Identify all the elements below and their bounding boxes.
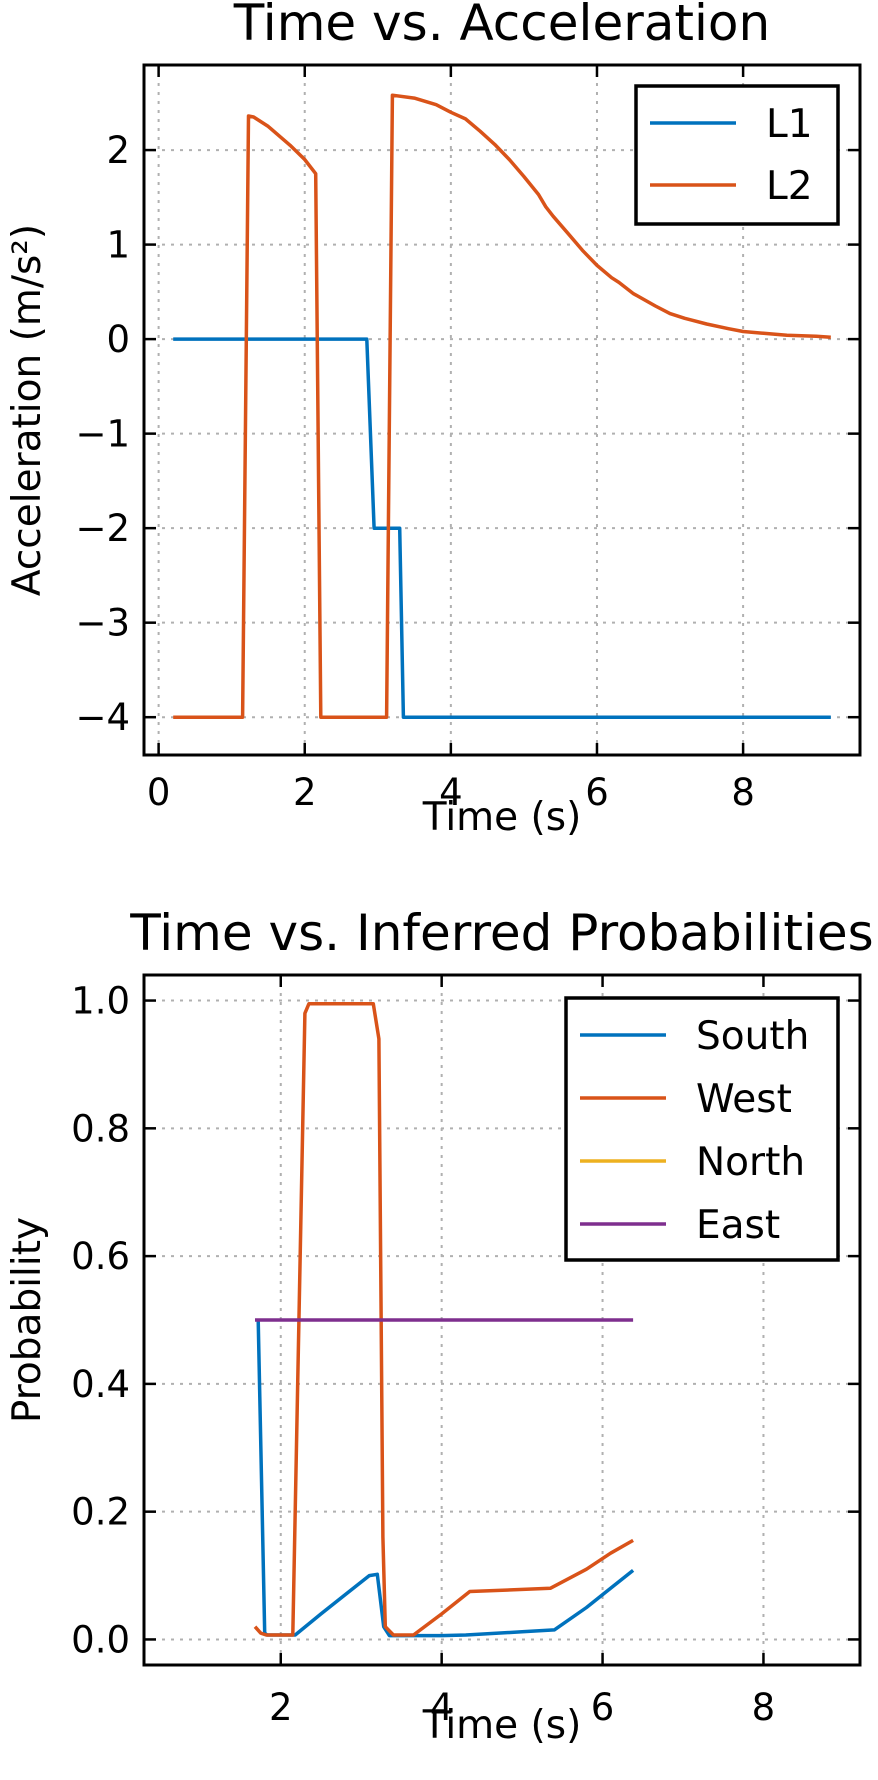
chart2-ytick-label: 1.0 [71,980,130,1023]
chart2-xtick-label: 6 [591,1686,615,1729]
chart1-title: Time vs. Acceleration [233,0,770,52]
chart1-ytick-label: −3 [75,602,130,645]
chart2-legend-label-north: North [696,1140,805,1185]
chart1-legend-label-l2: L2 [766,164,813,209]
chart2-ytick-label: 0.0 [71,1618,130,1661]
chart1-legend-box [634,84,840,226]
chart1-plot-frame [142,63,862,757]
chart2-xtick-label: 4 [430,1686,454,1729]
chart2-xtick-label: 2 [269,1686,293,1729]
chart1-xtick-label: 2 [293,771,317,814]
chart1-xlabel: Time (s) [422,795,582,840]
chart1-xtick-label: 6 [585,771,609,814]
chart1-ytick-label: −1 [75,413,130,456]
chart2-series-south-line [256,1319,635,1638]
chart2-title: Time vs. Inferred Probabilities [129,904,873,962]
chart2-legend-label-south: South [696,1014,809,1059]
chart2-xlabel: Time (s) [422,1703,582,1748]
chart1-xtick-label: 4 [439,771,463,814]
chart2-ytick-label: 0.6 [71,1235,130,1278]
chart2-ytick-label: 0.8 [71,1107,130,1150]
chart1-ytick-label: 2 [106,129,130,172]
chart1-ylabel: Acceleration (m/s²) [5,224,50,596]
chart2-series-west-line [253,1002,634,1637]
chart1-ytick-label: 1 [106,224,130,267]
chart2-ytick-label: 0.2 [71,1491,130,1534]
chart2-legend: South West North East [564,996,840,1262]
chart1-xtick-label: 8 [731,771,755,814]
chart2-legend-label-east: East [696,1203,780,1248]
chart2-legend-label-west: West [696,1077,792,1122]
chart2-legend-box [564,996,840,1262]
chart1-ytick-label: −2 [75,507,130,550]
chart1-xtick-label: 0 [147,771,171,814]
chart2-ytick-label: 0.4 [71,1363,130,1406]
chart1-ytick-label: −4 [75,696,130,739]
chart1: 0 2 4 6 8 −4 −3 −2 −1 0 1 2 Time vs. Acceleration Tim… [5,0,862,840]
chart2-ylabel: Probability [5,1217,50,1423]
chart1-series-l2-line [173,93,831,719]
chart2: 2 4 6 8 0.0 0.2 0.4 0.6 0.8 1.0 Time vs. Inferred … [5,904,874,1748]
chart2-xtick-label: 8 [752,1686,776,1729]
chart1-ytick-label: 0 [106,318,130,361]
chart1-legend-label-l1: L1 [766,102,813,147]
chart2-plot-frame [142,973,862,1667]
